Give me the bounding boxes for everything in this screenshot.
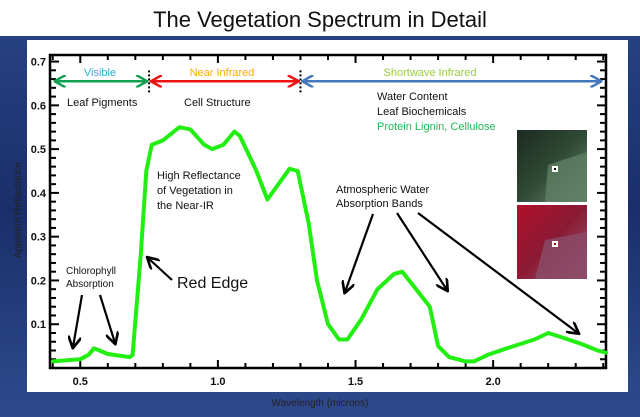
region-visible-label: Visible	[84, 67, 116, 79]
chart-title: The Vegetation Spectrum in Detail	[153, 7, 487, 32]
region-nir-desc: Cell Structure	[184, 97, 251, 109]
y-tick-label: 0.3	[31, 232, 46, 244]
region-swir-desc-1: Water Content	[377, 91, 448, 103]
y-tick-label: 0.4	[31, 188, 47, 200]
region-swir-desc-2: Leaf Biochemicals	[377, 106, 467, 118]
arrow-water-2	[396, 212, 447, 290]
annotation-high-reflectance-2: of Vegetation in	[157, 185, 233, 197]
region-swir-label: Shortwave Infrared	[384, 67, 477, 79]
y-tick-label: 0.6	[31, 100, 46, 112]
y-axis-label: Apparent Reflectance	[13, 161, 24, 258]
title-band	[0, 0, 640, 36]
y-tick-label: 0.1	[31, 319, 46, 331]
x-axis-label: Wavelength (microns)	[272, 398, 369, 409]
arrow-water-3	[417, 212, 578, 333]
x-tick-label: 1.5	[348, 376, 363, 388]
y-tick-label: 0.2	[31, 275, 46, 287]
y-tick-label: 0.5	[31, 144, 46, 156]
region-visible-desc: Leaf Pigments	[67, 97, 138, 109]
satellite-false-color-image	[517, 205, 587, 279]
x-tick-label: 0.5	[73, 376, 88, 388]
arrow-water-1	[345, 213, 375, 292]
annotation-chlorophyll-1: Chlorophyll	[66, 266, 116, 277]
region-swir-desc-3: Protein Lignin, Cellulose	[377, 121, 496, 133]
annotation-high-reflectance-3: the Near-IR	[157, 200, 214, 212]
satellite-true-color-image	[517, 130, 587, 202]
arrow-chlorophyll-1	[73, 294, 84, 347]
annotation-arrows	[73, 212, 578, 347]
annotation-red-edge: Red Edge	[177, 275, 248, 292]
annotation-high-reflectance-1: High Reflectance	[157, 170, 241, 182]
arrow-chlorophyll-2	[98, 294, 115, 343]
annotation-chlorophyll-2: Absorption	[66, 279, 114, 290]
y-tick-label: 0.7	[31, 57, 46, 69]
annotation-water-1: Atmospheric Water	[336, 184, 429, 196]
annotation-water-2: Absorption Bands	[336, 198, 423, 210]
x-tick-label: 1.0	[210, 376, 225, 388]
region-nir-label: Near Infrared	[190, 67, 255, 79]
x-tick-label: 2.0	[486, 376, 501, 388]
arrow-red-edge	[148, 258, 173, 281]
